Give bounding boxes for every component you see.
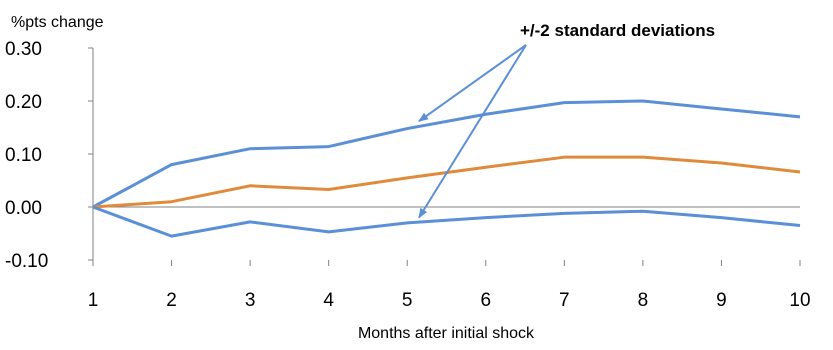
axes: 0.30 0.20 0.10 0.00 -0.10 1 2 3 4 5 6 7 8 9 10	[5, 39, 811, 311]
x-tick-label: 10	[789, 290, 810, 311]
annotation-arrows	[418, 44, 527, 219]
x-axis-label: Months after initial shock	[358, 325, 535, 342]
series-line-estimate	[92, 155, 801, 209]
x-tick-label: 5	[402, 290, 413, 311]
x-tick-label: 2	[166, 290, 177, 311]
annotation-arrow	[418, 44, 527, 219]
annotation-label: +/-2 standard deviations	[520, 21, 715, 40]
x-tick-label: 3	[245, 290, 256, 311]
x-tick-label: 6	[480, 290, 491, 311]
x-tick-label: 8	[638, 290, 649, 311]
y-tick-label: 0.30	[5, 39, 42, 60]
series-line-upper-band	[92, 99, 801, 209]
y-tick-label: 0.20	[5, 92, 42, 113]
series-line-lower-band	[92, 205, 801, 238]
y-tick-label: 0.00	[5, 198, 42, 219]
y-tick-label: -0.10	[5, 251, 48, 272]
x-tick-label: 4	[323, 290, 334, 311]
annotation-arrow	[418, 44, 527, 122]
x-tick-label: 7	[559, 290, 570, 311]
y-axis-label: %pts change	[11, 14, 104, 31]
x-tick-label: 9	[716, 290, 727, 311]
y-tick-label: 0.10	[5, 145, 42, 166]
series-layer	[92, 99, 801, 238]
x-tick-label: 1	[88, 290, 99, 311]
